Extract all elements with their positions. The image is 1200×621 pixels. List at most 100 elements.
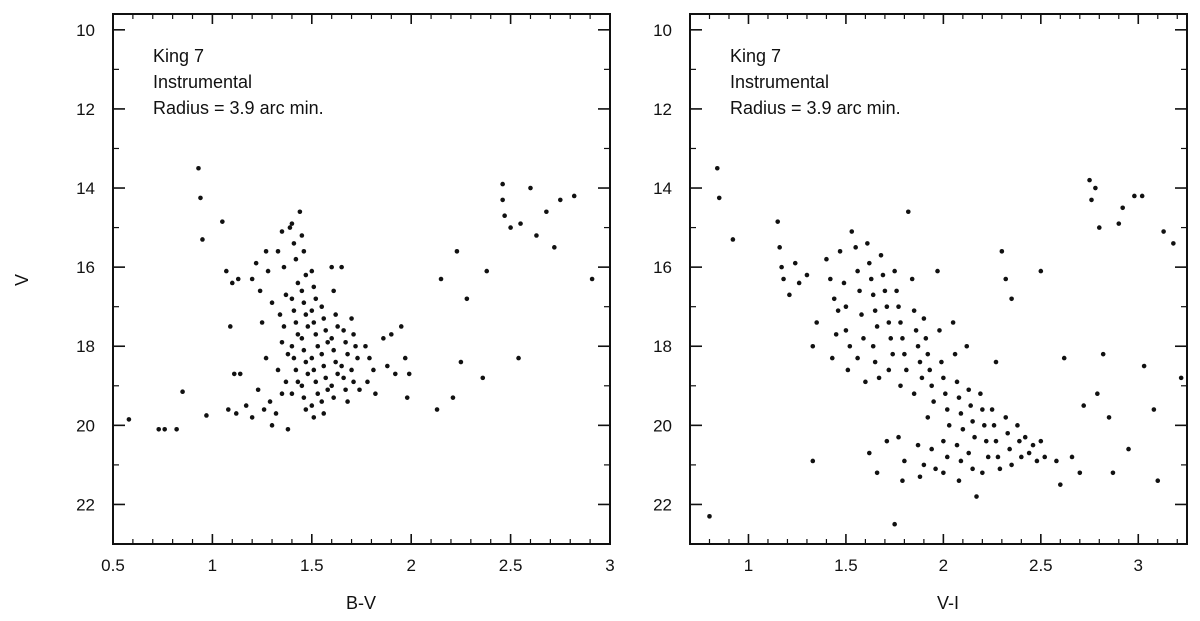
bv-x-tick-label: 3	[605, 556, 614, 575]
bv-data-point	[333, 359, 338, 365]
bv-data-point	[305, 324, 311, 329]
vi-data-point	[985, 454, 991, 460]
bv-data-point	[321, 363, 327, 369]
bv-y-tick-label: 16	[76, 258, 95, 277]
vi-data-point	[1038, 268, 1044, 274]
bv-data-point	[301, 347, 307, 353]
bv-data-point	[279, 339, 285, 345]
bv-data-point	[381, 336, 386, 341]
vi-data-point	[1026, 450, 1032, 456]
vi-data-point	[966, 450, 972, 456]
vi-data-point	[870, 343, 876, 349]
vi-data-point	[946, 423, 952, 428]
vi-annotation-line-3: Radius = 3.9 arc min.	[730, 98, 901, 118]
vi-data-point	[939, 359, 944, 365]
vi-data-point	[970, 466, 975, 472]
vi-data-point	[972, 434, 977, 440]
vi-data-point	[999, 249, 1005, 254]
vi-data-point	[831, 296, 837, 302]
vi-data-point	[929, 383, 934, 389]
bv-data-point	[301, 395, 307, 400]
vi-data-point	[1030, 442, 1036, 448]
vi-data-point	[997, 466, 1003, 472]
vi-data-point	[779, 264, 784, 270]
bv-data-point	[299, 288, 305, 294]
bv-data-point	[180, 389, 185, 395]
bv-data-point	[528, 185, 533, 191]
bv-data-point	[367, 355, 372, 361]
vi-ticks: 1 1.5 2 2.5 3 10 12 14 16 18 20 22	[653, 14, 1187, 575]
vi-data-point	[968, 403, 973, 408]
vi-data-point	[804, 272, 810, 278]
bv-data-point	[552, 245, 557, 250]
bv-y-tick-label: 14	[76, 179, 95, 198]
vi-data-point	[919, 375, 925, 381]
vi-data-point	[937, 328, 942, 333]
vi-data-point	[1096, 225, 1102, 230]
vi-data-point	[896, 434, 901, 440]
bv-data-point	[339, 363, 344, 369]
vi-data-point	[888, 336, 894, 341]
vi-data-point	[863, 379, 868, 385]
bv-data-point	[253, 260, 259, 266]
bv-data-point	[237, 371, 243, 377]
vi-data-point	[900, 478, 905, 484]
vi-data-point	[829, 355, 835, 361]
vi-data-point	[1003, 276, 1009, 282]
vi-y-tick-label: 20	[653, 416, 672, 435]
bv-data-point	[309, 403, 315, 408]
bv-y-tick-label: 12	[76, 100, 95, 119]
bv-data-point	[464, 296, 470, 302]
vi-data-point	[1022, 434, 1028, 440]
vi-data-point	[714, 165, 720, 171]
vi-data-point	[892, 268, 897, 274]
vi-data-point	[1005, 430, 1010, 436]
vi-data-point	[1093, 185, 1098, 191]
vi-data-point	[792, 260, 798, 266]
bv-data-point	[273, 411, 279, 416]
bv-data-point	[263, 355, 269, 361]
vi-data-point	[843, 304, 849, 309]
bv-data-point	[319, 351, 325, 357]
vi-data-point	[1087, 177, 1092, 183]
bv-ticks: 0.5 1 1.5 2 2.5 3 10 12 14 16 18 20 22	[76, 14, 615, 575]
bv-data-point	[233, 411, 239, 416]
bv-data-point	[321, 316, 327, 321]
bv-data-point	[434, 407, 440, 412]
vi-data-point	[1003, 415, 1009, 420]
bv-data-point	[285, 426, 291, 432]
vi-data-point	[781, 276, 786, 282]
vi-data-point	[902, 458, 907, 464]
vi-data-point	[995, 454, 1001, 460]
vi-data-point	[1116, 221, 1122, 226]
vi-annotation-line-2: Instrumental	[730, 72, 829, 92]
vi-data-point	[1132, 193, 1137, 199]
bv-data-point	[357, 387, 362, 393]
vi-data-point	[933, 466, 938, 472]
bv-data-point	[249, 276, 255, 282]
bv-data-point	[458, 359, 464, 365]
bv-data-point	[291, 355, 297, 361]
vi-data-point	[845, 367, 851, 373]
bv-data-point	[311, 284, 317, 290]
vi-data-point	[775, 219, 781, 224]
bv-x-tick-label: 2.5	[499, 556, 523, 575]
bv-data-point	[295, 280, 301, 286]
vi-data-point	[872, 359, 878, 365]
vi-data-point	[982, 423, 987, 428]
vi-data-point	[841, 280, 847, 286]
vi-data-point	[964, 343, 970, 349]
bv-data-point	[329, 383, 334, 389]
vi-data-point	[865, 241, 870, 246]
v-y-axis-label: V	[12, 274, 32, 286]
bv-data-point	[295, 332, 301, 337]
vi-data-point	[956, 478, 962, 484]
bv-data-point	[331, 395, 336, 400]
bv-data-point	[341, 328, 346, 333]
bv-data-point	[269, 423, 275, 428]
vi-data-point	[880, 272, 886, 278]
vi-data-point	[855, 355, 860, 361]
vi-data-point	[867, 260, 872, 266]
vi-data-point	[1017, 438, 1022, 444]
vi-data-point	[1120, 205, 1125, 211]
